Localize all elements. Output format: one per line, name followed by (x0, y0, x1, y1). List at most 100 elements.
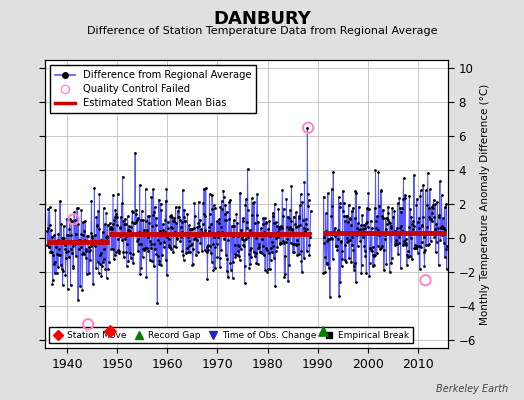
Point (343, 235, 351, 242)
Point (146, 238, 155, 244)
Point (181, 218, 190, 224)
Point (212, 231, 220, 237)
Point (187, 226, 195, 232)
Point (81, 218, 90, 224)
Point (260, 229, 268, 235)
Point (237, 226, 245, 233)
Point (116, 224, 124, 230)
Point (270, 255, 278, 261)
Point (108, 225, 116, 231)
Point (136, 216, 145, 223)
Point (106, 225, 114, 231)
Point (69, 263, 77, 270)
Point (110, 256, 118, 262)
Point (328, 236, 336, 242)
Point (65, 226, 73, 232)
Point (183, 210, 192, 217)
Point (165, 244, 173, 250)
Point (162, 257, 170, 264)
Point (328, 203, 336, 209)
Point (228, 275, 237, 281)
Point (409, 226, 417, 232)
Point (88, 235, 96, 242)
Point (152, 250, 161, 257)
Point (162, 272, 171, 279)
Point (238, 236, 246, 242)
Point (332, 243, 340, 250)
Point (347, 208, 356, 214)
Point (222, 216, 231, 223)
Point (107, 245, 115, 252)
Point (334, 236, 343, 242)
Point (405, 193, 413, 199)
Point (406, 253, 414, 260)
Point (242, 236, 250, 243)
Point (322, 260, 331, 266)
Point (358, 226, 367, 232)
Point (168, 214, 177, 220)
Point (198, 229, 206, 235)
Point (239, 242, 247, 248)
Point (125, 223, 134, 229)
Point (232, 232, 240, 239)
Point (390, 242, 399, 248)
Point (99, 228, 107, 235)
Point (172, 244, 180, 250)
Point (57, 221, 66, 227)
Point (386, 269, 394, 275)
Point (71, 231, 80, 237)
Point (43, 242, 52, 248)
Point (179, 252, 188, 259)
Point (173, 236, 181, 242)
Point (299, 217, 307, 224)
Point (432, 221, 440, 227)
Point (323, 238, 332, 244)
Point (293, 240, 302, 247)
Point (415, 214, 423, 221)
Point (355, 227, 363, 233)
Point (235, 243, 243, 249)
Point (143, 245, 151, 251)
Point (181, 218, 189, 224)
Point (266, 266, 274, 272)
Point (331, 225, 339, 231)
Point (129, 260, 137, 266)
Point (78, 250, 86, 257)
Point (130, 220, 139, 226)
Point (60, 223, 68, 229)
Point (107, 226, 116, 232)
Point (100, 246, 108, 252)
Point (272, 235, 280, 242)
Point (241, 280, 249, 286)
Point (369, 262, 378, 268)
Point (205, 191, 214, 198)
Point (351, 215, 359, 222)
Point (177, 234, 185, 240)
Point (188, 226, 196, 232)
Point (210, 233, 219, 240)
Point (250, 220, 259, 226)
Point (71, 217, 79, 223)
Point (429, 202, 438, 208)
Point (283, 236, 291, 242)
Point (159, 221, 167, 228)
Point (390, 207, 399, 214)
Point (352, 279, 360, 285)
Point (358, 212, 366, 218)
Point (443, 243, 451, 249)
Point (395, 195, 403, 202)
Point (89, 281, 97, 288)
Point (56, 252, 64, 258)
Point (155, 196, 163, 203)
Point (69, 243, 77, 250)
Point (188, 241, 196, 247)
Point (261, 266, 269, 273)
Point (300, 255, 308, 261)
Point (343, 238, 351, 245)
Point (95, 261, 104, 267)
Point (282, 224, 291, 230)
Point (250, 199, 258, 205)
Point (110, 217, 118, 224)
Point (179, 187, 187, 193)
Point (257, 225, 265, 232)
